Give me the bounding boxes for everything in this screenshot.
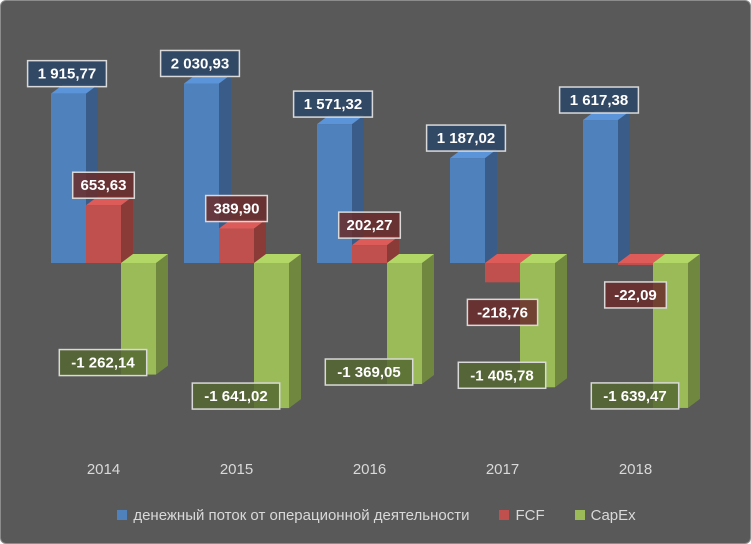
- bar-ocf-2016[interactable]: [317, 115, 364, 264]
- bar-ocf-2017[interactable]: [450, 149, 497, 263]
- data-label-ocf-2014: 1 915,77: [38, 66, 96, 83]
- legend-item-capex[interactable]: CapEx: [574, 506, 636, 524]
- data-label-box-ocf-2016: [292, 90, 374, 118]
- bar-ocf-2018[interactable]: [583, 111, 630, 263]
- data-label-box-capex-2015: [191, 382, 281, 410]
- data-label-box-capex-2016: [324, 358, 414, 386]
- legend-swatch-operating-cash-flow: [117, 510, 128, 520]
- bar-fcf-2014[interactable]: [86, 196, 133, 263]
- legend-label-fcf: FCF: [515, 506, 545, 524]
- data-label-box-capex-2018: [590, 382, 680, 410]
- data-label-box-fcf-2017: [466, 298, 539, 327]
- data-label-fcf-2016: 202,27: [347, 217, 393, 234]
- data-label-ocf-2016: 1 571,32: [304, 96, 362, 113]
- data-label-fcf-2015: 389,90: [214, 201, 260, 218]
- data-label-ocf-2015: 2 030,93: [171, 55, 229, 72]
- data-label-box-fcf-2015: [204, 194, 269, 223]
- data-label-box-capex-2017: [457, 361, 547, 390]
- legend-item-operating-cash-flow[interactable]: денежный поток от операционной деятельно…: [117, 507, 469, 524]
- bar-capex-2015[interactable]: [254, 254, 301, 409]
- legend-item-fcf[interactable]: FCF: [499, 506, 545, 524]
- x-tick-label-2015: 2015: [220, 461, 253, 478]
- bar-capex-2016[interactable]: [387, 254, 434, 385]
- chart-plot-area: 1 915,77 653,63 -1 262,14 2 030,93 389,90 -1 …: [26, 49, 700, 478]
- bar-fcf-2015[interactable]: [219, 219, 266, 263]
- legend-swatch-fcf: [499, 510, 510, 520]
- data-label-fcf-2018: -22,09: [614, 287, 657, 304]
- data-label-ocf-2017: 1 187,02: [437, 130, 495, 147]
- x-tick-label-2017: 2017: [486, 461, 519, 478]
- data-label-capex-2014: -1 262,14: [71, 355, 135, 372]
- x-tick-label-2014: 2014: [87, 461, 120, 478]
- data-label-box-ocf-2017: [425, 124, 507, 152]
- data-label-fcf-2017: -218,76: [477, 304, 528, 321]
- data-label-capex-2018: -1 639,47: [603, 388, 666, 405]
- data-label-capex-2017: -1 405,78: [470, 367, 533, 384]
- x-tick-label-2018: 2018: [619, 461, 652, 478]
- legend-label-operating-cash-flow: денежный поток от операционной деятельно…: [133, 506, 470, 524]
- data-label-box-fcf-2018: [603, 281, 668, 309]
- data-label-box-ocf-2018: [558, 86, 640, 114]
- legend-swatch-capex: [574, 510, 585, 520]
- data-label-fcf-2014: 653,63: [81, 177, 127, 194]
- data-label-box-fcf-2014: [71, 171, 136, 199]
- x-tick-label-2016: 2016: [353, 461, 386, 478]
- data-label-ocf-2018: 1 617,38: [570, 92, 628, 109]
- data-label-box-capex-2014: [58, 348, 148, 377]
- bar-fcf-2016[interactable]: [352, 236, 399, 263]
- data-label-box-ocf-2015: [159, 49, 241, 78]
- chart-legend: денежный поток от операционной деятельно…: [1, 501, 751, 529]
- data-label-capex-2015: -1 641,02: [204, 388, 267, 405]
- data-label-capex-2016: -1 369,05: [337, 364, 400, 381]
- legend-label-capex: CapEx: [590, 506, 636, 524]
- data-label-box-fcf-2016: [337, 211, 402, 239]
- data-label-box-ocf-2014: [26, 59, 108, 88]
